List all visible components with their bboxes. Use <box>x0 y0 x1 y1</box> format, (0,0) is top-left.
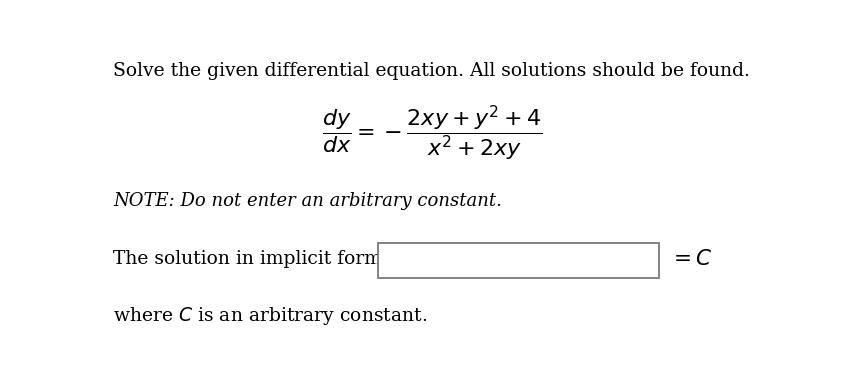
Text: The solution in implicit form is: The solution in implicit form is <box>113 250 404 268</box>
Text: Solve the given differential equation. All solutions should be found.: Solve the given differential equation. A… <box>113 62 750 80</box>
Text: where $C$ is an arbitrary constant.: where $C$ is an arbitrary constant. <box>113 305 427 327</box>
Text: $= C$: $= C$ <box>669 248 712 270</box>
Text: NOTE: Do not enter an arbitrary constant.: NOTE: Do not enter an arbitrary constant… <box>113 192 502 210</box>
Text: $\dfrac{dy}{dx} = -\dfrac{2xy + y^2 + 4}{x^2 + 2xy}$: $\dfrac{dy}{dx} = -\dfrac{2xy + y^2 + 4}… <box>322 103 542 163</box>
FancyBboxPatch shape <box>379 243 659 278</box>
